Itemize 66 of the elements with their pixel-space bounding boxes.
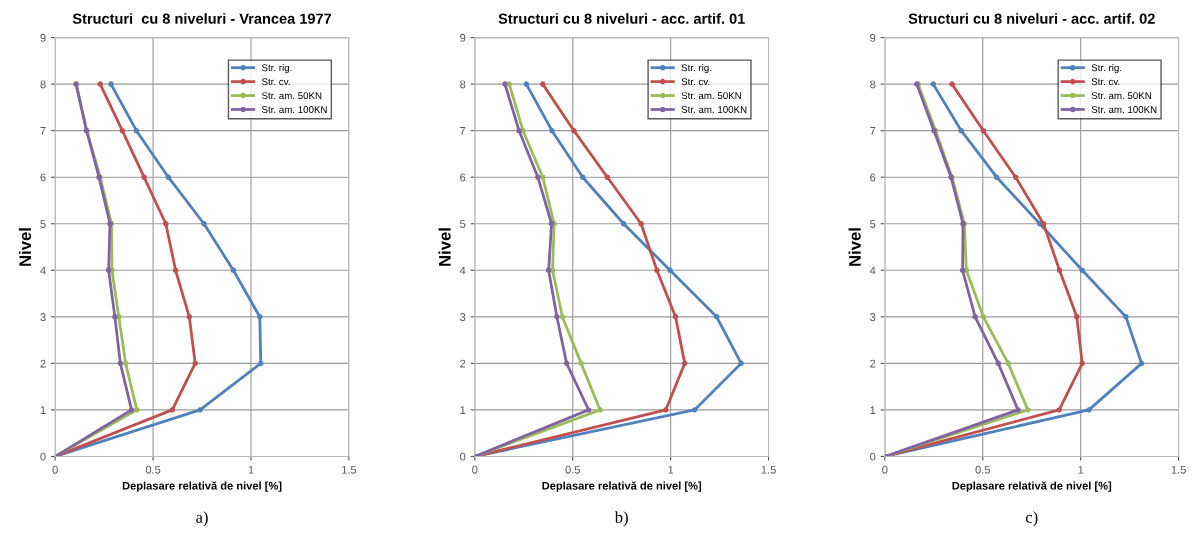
y-tick-label: 8 xyxy=(40,80,46,89)
y-tick-label: 7 xyxy=(460,127,466,135)
y-tick-label: 4 xyxy=(869,266,876,275)
y-tick-label: 9 xyxy=(460,33,466,42)
x-tick-label: 0.5 xyxy=(565,465,580,474)
y-tick-label: 6 xyxy=(460,173,466,182)
y-tick-label: 2 xyxy=(870,359,876,368)
legend-label: Str. am. 50KN xyxy=(1091,92,1151,100)
legend-label: Str. am. 100KN xyxy=(261,106,327,113)
y-tick-label: 7 xyxy=(40,127,46,135)
x-tick-label: 0.5 xyxy=(145,465,161,474)
text: c) xyxy=(1025,511,1038,527)
legend-label: Str. cv. xyxy=(261,78,290,86)
chart-title: Structuri cu 8 niveluri - acc. artif. 02 xyxy=(908,13,1155,24)
y-tick-label: 5 xyxy=(460,220,466,228)
y-axis-title: Nivel xyxy=(848,228,861,266)
y-tick-label: 5 xyxy=(40,220,46,228)
x-tick-label: 0 xyxy=(472,465,478,474)
x-tick-label: 1.5 xyxy=(761,465,776,474)
chart-title: Structuri cu 8 niveluri - acc. artif. 01 xyxy=(498,13,745,24)
legend-label: Str. am. 50KN xyxy=(261,92,322,100)
x-axis-title: Deplasare relativă de nivel [%] xyxy=(952,481,1112,492)
y-tick-label: 1 xyxy=(870,406,876,414)
y-tick-label: 0 xyxy=(40,452,46,461)
y-tick-label: 2 xyxy=(460,359,466,368)
x-tick-label: 1 xyxy=(1078,465,1084,474)
x-tick-label: 0 xyxy=(882,465,888,474)
legend-label: Str. am. 50KN xyxy=(681,92,741,100)
y-tick-label: 3 xyxy=(40,313,46,321)
x-tick-label: 1.5 xyxy=(1171,465,1186,474)
y-axis-title: Nivel xyxy=(438,228,451,266)
y-tick-label: 2 xyxy=(40,359,46,368)
x-axis-title: Deplasare relativă de nivel [%] xyxy=(542,481,702,492)
y-tick-label: 3 xyxy=(460,313,466,321)
y-tick-label: 3 xyxy=(870,313,876,321)
y-tick-label: 6 xyxy=(40,173,46,182)
legend-label: Str. rig. xyxy=(261,64,292,74)
y-tick-label: 0 xyxy=(870,452,876,461)
x-tick-label: 0 xyxy=(52,465,58,474)
y-tick-label: 8 xyxy=(460,80,466,89)
y-tick-label: 5 xyxy=(870,220,876,228)
y-tick-label: 0 xyxy=(460,452,466,461)
y-tick-label: 4 xyxy=(459,266,466,275)
y-tick-label: 6 xyxy=(870,173,876,182)
y-tick-label: 9 xyxy=(870,33,876,42)
y-tick-label: 8 xyxy=(870,80,876,89)
legend-label: Str. cv. xyxy=(681,78,710,86)
y-axis-title: Nivel xyxy=(18,228,32,266)
y-tick-label: 1 xyxy=(460,406,466,414)
y-tick-label: 9 xyxy=(40,33,46,42)
text: b) xyxy=(614,511,628,527)
x-axis-title: Deplasare relativă de nivel [%] xyxy=(122,481,282,492)
x-tick-label: 1.5 xyxy=(342,465,357,474)
chart-title: Structuri cu 8 niveluri - Vrancea 1977 xyxy=(72,13,332,24)
legend-label: Str. rig. xyxy=(681,64,712,74)
y-tick-label: 4 xyxy=(40,266,46,275)
y-tick-label: 7 xyxy=(870,127,876,135)
y-tick-label: 1 xyxy=(40,406,46,414)
x-tick-label: 0.5 xyxy=(975,465,991,474)
legend-label: Str. rig. xyxy=(1091,64,1122,74)
text: a) xyxy=(196,511,208,527)
legend-label: Str. am. 100KN xyxy=(681,106,747,113)
x-tick-label: 1 xyxy=(668,465,674,474)
legend-label: Str. am. 100KN xyxy=(1091,106,1157,113)
x-tick-label: 1 xyxy=(248,465,254,474)
legend-label: Str. cv. xyxy=(1091,78,1120,86)
